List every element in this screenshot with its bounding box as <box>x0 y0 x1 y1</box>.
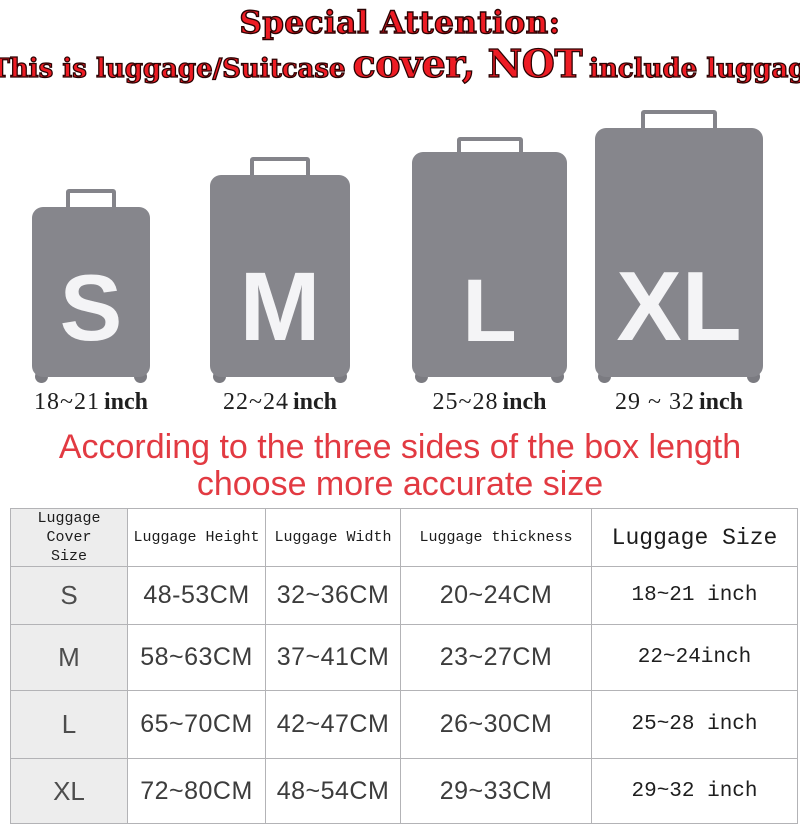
header-luggage-height: Luggage Height <box>127 508 266 567</box>
cell-height: 48-53CM <box>127 566 266 625</box>
disclaimer-suffix: include luggage. <box>589 53 800 84</box>
cell-width: 32~36CM <box>265 566 401 625</box>
size-letter: XL <box>616 251 742 361</box>
cell-thickness: 20~24CM <box>400 566 592 625</box>
table-row: S 48-53CM 32~36CM 20~24CM 18~21 inch <box>10 566 798 625</box>
size-range-label: 25~28 inch <box>392 389 587 416</box>
suitcase-figure-m: M 22~24 inch <box>210 157 350 415</box>
cell-height: 58~63CM <box>127 624 266 691</box>
size-letter: L <box>462 260 517 360</box>
cell-cover-size: S <box>10 566 128 625</box>
suitcase-body <box>210 175 350 377</box>
size-range-unit: inch <box>502 389 547 415</box>
cell-height: 72~80CM <box>127 758 266 824</box>
size-range-unit: inch <box>698 389 743 415</box>
suitcase-body <box>32 207 150 377</box>
suitcase-body <box>412 152 567 377</box>
cell-luggage-size: 25~28 inch <box>591 690 798 759</box>
table-header-row: Luggage Cover Size Luggage Height Luggag… <box>10 508 798 567</box>
sizing-advice-line2: choose more accurate size <box>196 465 604 503</box>
header-luggage-thickness: Luggage thickness <box>400 508 592 567</box>
size-range-label: 22~24 inch <box>190 389 370 416</box>
cell-thickness: 29~33CM <box>400 758 592 824</box>
disclaimer-prefix: * This is luggage/Suitcase <box>0 53 346 84</box>
sizing-advice-line1: According to the three sides of the box … <box>58 428 742 466</box>
sizing-advice-note: According to the three sides of the box … <box>0 429 800 503</box>
header-luggage-cover-size: Luggage Cover Size <box>10 508 128 567</box>
cell-luggage-size: 29~32 inch <box>591 758 798 824</box>
table-row: L 65~70CM 42~47CM 26~30CM 25~28 inch <box>10 690 798 759</box>
size-range-unit: inch <box>103 389 148 415</box>
size-range-value: 29 ~ 32 <box>615 389 695 415</box>
header-luggage-width: Luggage Width <box>265 508 401 567</box>
suitcase-figure-l: L 25~28 inch <box>412 137 567 415</box>
cell-width: 48~54CM <box>265 758 401 824</box>
suitcase-body <box>595 128 763 377</box>
cell-thickness: 23~27CM <box>400 624 592 691</box>
suitcase-figure-s: S 18~21 inch <box>32 189 150 415</box>
cell-cover-size: L <box>10 690 128 759</box>
size-range-value: 18~21 <box>34 389 100 415</box>
size-table: Luggage Cover Size Luggage Height Luggag… <box>10 508 798 824</box>
cell-cover-size: M <box>10 624 128 691</box>
cell-thickness: 26~30CM <box>400 690 592 759</box>
size-letter: S <box>59 255 123 360</box>
size-letter: M <box>239 252 321 361</box>
cell-cover-size: XL <box>10 758 128 824</box>
header-luggage-size: Luggage Size <box>591 508 798 567</box>
cover-disclaimer-line: * This is luggage/Suitcase cover, NOT in… <box>0 40 800 86</box>
table-row: XL 72~80CM 48~54CM 29~33CM 29~32 inch <box>10 758 798 824</box>
cell-width: 42~47CM <box>265 690 401 759</box>
size-range-label: 18~21 inch <box>12 389 170 416</box>
suitcase-figure-xl: XL 29 ~ 32 inch <box>595 110 763 415</box>
cell-width: 37~41CM <box>265 624 401 691</box>
cell-luggage-size: 22~24inch <box>591 624 798 691</box>
special-attention-title: Special Attention: <box>239 4 561 41</box>
disclaimer-emphasis: cover, NOT <box>352 40 583 86</box>
size-range-value: 22~24 <box>223 389 289 415</box>
size-range-value: 25~28 <box>432 389 499 415</box>
cell-luggage-size: 18~21 inch <box>591 566 798 625</box>
size-range-label: 29 ~ 32 inch <box>575 389 783 416</box>
cell-height: 65~70CM <box>127 690 266 759</box>
size-range-unit: inch <box>292 389 337 415</box>
table-row: M 58~63CM 37~41CM 23~27CM 22~24inch <box>10 624 798 691</box>
